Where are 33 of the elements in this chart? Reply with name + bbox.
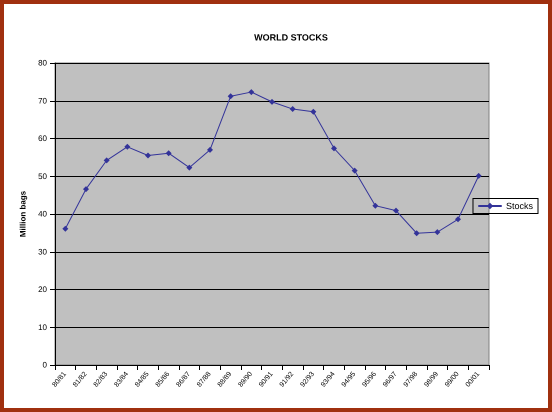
point bbox=[124, 144, 130, 150]
point bbox=[228, 93, 234, 100]
point bbox=[372, 202, 378, 209]
legend-label: Stocks bbox=[506, 201, 534, 211]
point bbox=[455, 216, 461, 222]
point bbox=[434, 229, 440, 236]
point bbox=[186, 164, 192, 171]
point bbox=[166, 150, 172, 156]
y-tick-label: 30 bbox=[38, 247, 48, 256]
point bbox=[104, 157, 110, 164]
point bbox=[269, 98, 275, 105]
point bbox=[393, 208, 399, 214]
y-tick-label: 50 bbox=[38, 172, 48, 181]
point bbox=[476, 172, 482, 179]
point bbox=[207, 146, 213, 153]
y-tick-label: 10 bbox=[38, 322, 48, 332]
y-axis-title: Million bags bbox=[18, 190, 28, 238]
point bbox=[62, 226, 68, 232]
y-tick-label: 60 bbox=[38, 134, 48, 143]
point bbox=[248, 89, 254, 96]
point bbox=[331, 145, 337, 152]
chart-title: WORLD STOCKS bbox=[254, 32, 328, 42]
y-tick-label: 80 bbox=[38, 58, 48, 68]
point bbox=[414, 230, 420, 236]
y-tick-label: 0 bbox=[42, 360, 48, 370]
point bbox=[310, 108, 316, 115]
y-tick-label: 70 bbox=[38, 96, 48, 106]
y-tick-label: 40 bbox=[38, 210, 48, 218]
point bbox=[352, 168, 358, 174]
y-tick-label: 20 bbox=[38, 285, 48, 294]
point bbox=[83, 186, 89, 192]
point bbox=[145, 152, 151, 158]
point bbox=[290, 106, 296, 112]
